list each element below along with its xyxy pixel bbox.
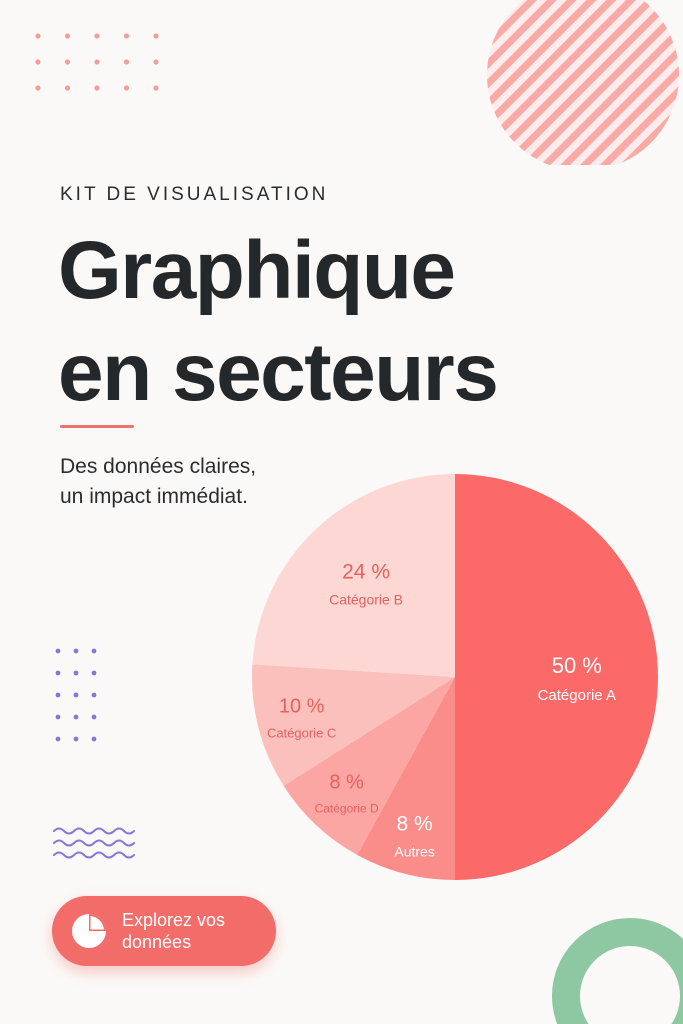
pie-slice <box>283 677 455 855</box>
decor-dot <box>91 648 97 654</box>
cta-label-line-1: Explorez vos <box>122 910 226 930</box>
decor-dot <box>123 33 130 39</box>
pie-slice <box>252 474 455 677</box>
decor-dot <box>153 33 159 39</box>
decor-dot <box>91 692 97 698</box>
decor-dot <box>91 670 97 676</box>
decor-dot <box>153 85 159 91</box>
decor-dot <box>94 59 100 65</box>
pie-slice-category-label: Catégorie A <box>538 687 616 704</box>
decor-dot <box>153 59 159 65</box>
decor-dot <box>73 648 79 654</box>
decor-dot <box>91 736 97 742</box>
decor-dot <box>73 692 79 698</box>
decor-dot <box>94 33 100 39</box>
pie-slice-value-label: 24 % <box>342 560 390 583</box>
decor-dot <box>73 736 79 742</box>
pie-slice-value-label: 10 % <box>279 695 325 717</box>
cta-label: Explorez vos données <box>122 909 225 953</box>
decor-dot <box>91 714 97 720</box>
pie-slice-category-label: Catégorie D <box>315 801 379 815</box>
accent-divider <box>60 425 134 428</box>
pie-slice <box>357 677 455 880</box>
decor-dot <box>55 692 61 698</box>
title-line-1: Graphique <box>58 225 456 316</box>
pie-slice <box>455 474 658 880</box>
pie-slice <box>252 664 455 786</box>
decor-dot <box>35 59 41 65</box>
kicker-label: KIT DE VISUALISATION <box>60 184 329 205</box>
subtitle-line-2: un impact immédiat. <box>60 485 248 508</box>
cta-label-line-2: données <box>122 932 192 952</box>
striped-circle-decoration <box>487 0 679 165</box>
decor-dot <box>123 85 130 91</box>
decor-dot <box>35 33 41 39</box>
pie-slice-category-label: Catégorie C <box>267 725 336 740</box>
pie-slice-value-label: 8 % <box>397 812 433 835</box>
decor-dot <box>35 85 41 91</box>
title-line-2: en secteurs <box>58 327 499 418</box>
decor-dot <box>73 714 79 720</box>
subtitle-line-1: Des données claires, <box>60 455 257 478</box>
green-ring-decoration <box>552 918 683 1024</box>
pie-slice-value-label: 50 % <box>552 653 602 678</box>
wave-lines-decoration <box>53 827 135 859</box>
page-title: Graphique en secteurs <box>58 220 658 424</box>
decor-dot <box>64 85 71 91</box>
decor-dot <box>55 648 61 654</box>
pie-slice-category-label: Autres <box>394 843 434 859</box>
decor-dot <box>94 85 100 91</box>
decor-dot <box>64 59 71 65</box>
decor-dot <box>55 736 61 742</box>
pie-slice-category-label: Catégorie B <box>329 591 403 607</box>
decor-dot <box>55 714 61 720</box>
pie-chart: 50 % Catégorie A 8 % Autres 8 % Catégorie D 10… <box>252 474 658 880</box>
decor-dot <box>123 59 130 65</box>
explore-data-button[interactable]: Explorez vos données <box>52 896 276 966</box>
decor-dot <box>73 670 79 676</box>
pie-chart-icon <box>72 914 106 948</box>
dot-grid-decoration-purple <box>55 648 97 742</box>
dot-grid-decoration-top <box>35 33 159 91</box>
pie-slice-value-label: 8 % <box>329 771 364 793</box>
decor-dot <box>64 33 71 39</box>
subtitle: Des données claires, un impact immédiat. <box>60 452 256 512</box>
decor-dot <box>55 670 61 676</box>
